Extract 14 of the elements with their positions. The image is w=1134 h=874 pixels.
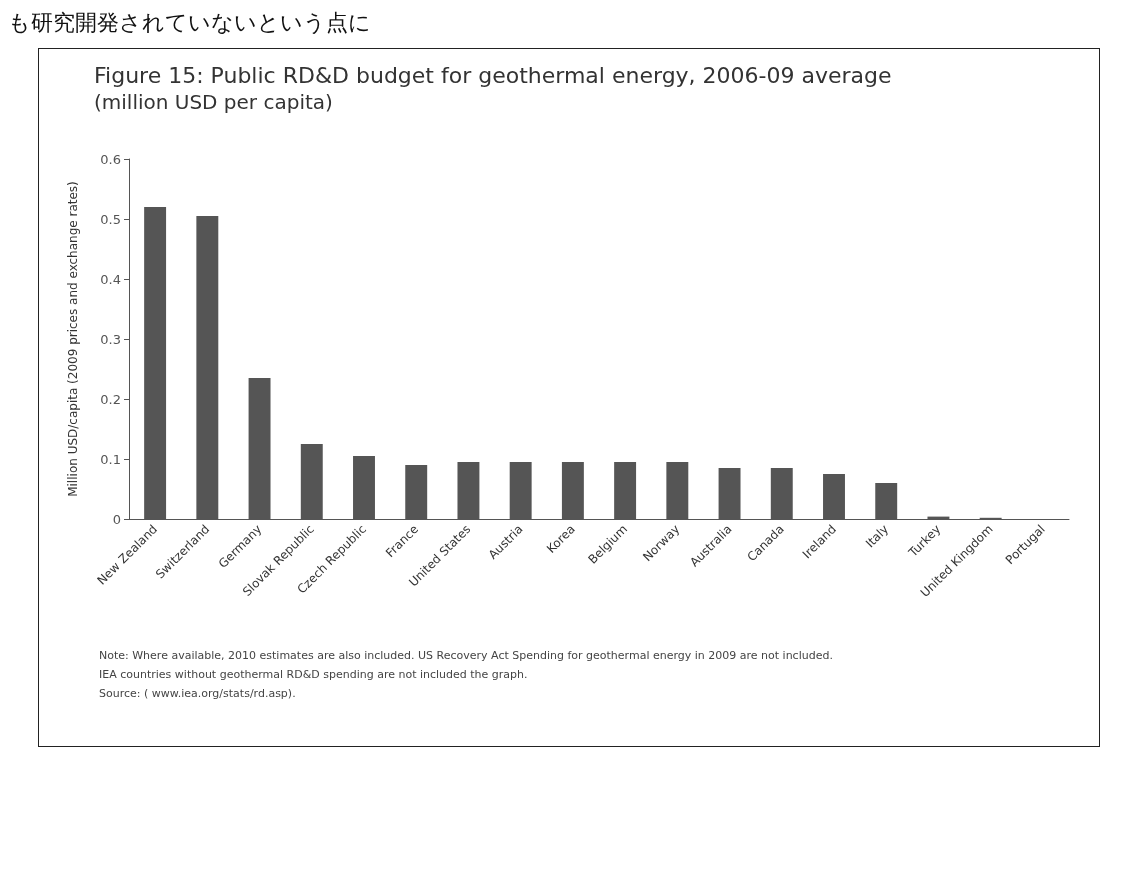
y-tick-label: 0.5 [100,211,121,227]
text: Note: Where available, 2010 estimates are also included. US Recovery Act Spending for geothermal energy in 2009 are not included. [99,649,834,662]
y-tick-label: 0.2 [100,391,121,407]
text: IEA countries without geothermal RD&D spending are not included the graph. [99,668,529,681]
y-axis-title: Million USD/capita (2009 prices and exchange rates) [66,181,80,497]
y-tick-label: 0 [112,511,121,527]
y-tick-label: 0.6 [100,151,121,167]
chart-title: Figure 15: Public RD&D budget for geothermal energy, 2006-09 average [94,62,892,88]
y-tick-label: 0.4 [100,271,121,287]
source-note: Source: ( www.iea.org/stats/rd.asp). [99,687,297,700]
y-tick-label: 0.3 [100,331,121,347]
text: も研究開発されていないという点に [8,9,372,35]
y-tick-label: 0.1 [100,451,121,467]
chart-subtitle: (million USD per capita) [94,90,333,114]
